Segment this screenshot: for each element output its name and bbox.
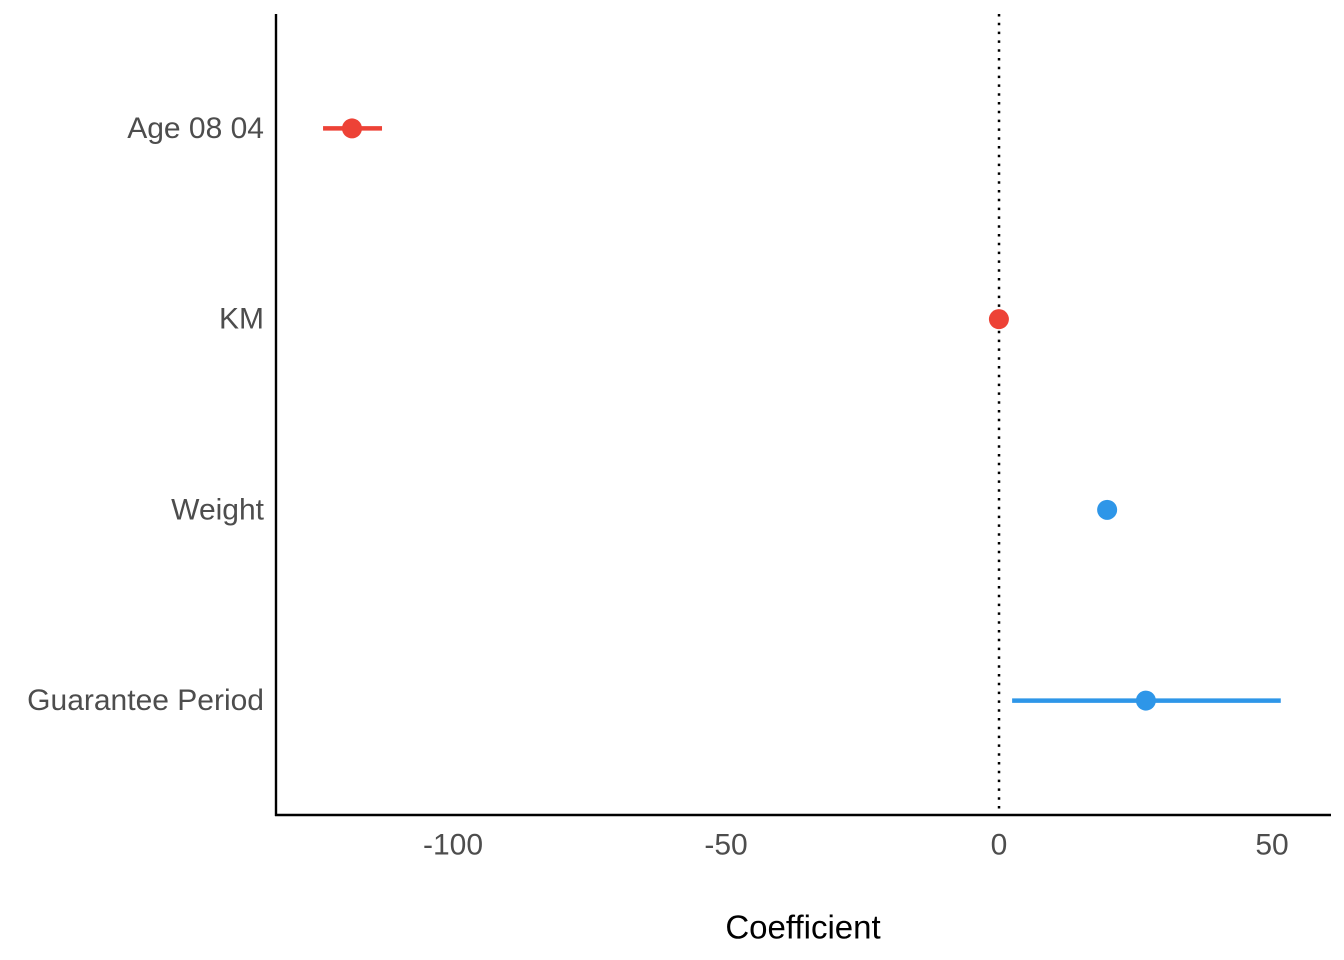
x-axis-tick-label-3: 50 xyxy=(1255,829,1288,862)
y-axis-label-weight: Weight xyxy=(171,493,264,526)
x-axis-title: Coefficient xyxy=(725,909,880,946)
estimate-point-km xyxy=(988,309,1009,330)
y-axis-label-guarantee-period: Guarantee Period xyxy=(27,684,264,717)
x-axis-tick-label-1: -50 xyxy=(704,829,747,862)
estimate-point-weight xyxy=(1097,499,1118,520)
y-axis-label-km: KM xyxy=(219,303,264,336)
y-axis-label-age-08-04: Age 08 04 xyxy=(127,112,264,145)
estimate-point-age-08-04 xyxy=(341,118,362,139)
x-axis-tick-label-2: 0 xyxy=(991,829,1008,862)
estimate-point-guarantee-period xyxy=(1135,690,1156,711)
x-axis-tick-label-0: -100 xyxy=(423,829,483,862)
